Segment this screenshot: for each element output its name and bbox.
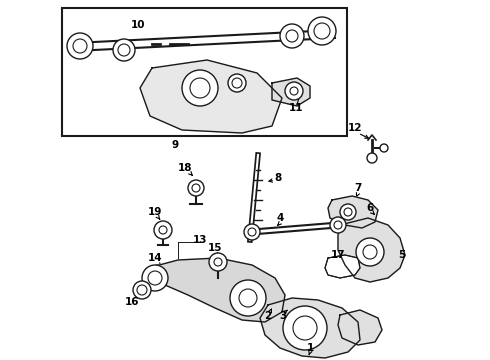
Text: 3: 3 [279,311,287,321]
Text: 8: 8 [274,173,282,183]
Circle shape [380,144,388,152]
Circle shape [159,226,167,234]
Circle shape [280,24,304,48]
Circle shape [356,238,384,266]
Text: 9: 9 [172,140,178,150]
Circle shape [314,23,330,39]
Circle shape [133,281,151,299]
Circle shape [330,217,346,233]
Circle shape [142,265,168,291]
Circle shape [239,289,257,307]
Text: 13: 13 [193,235,207,245]
Circle shape [230,280,266,316]
Circle shape [367,153,377,163]
Text: 14: 14 [147,253,162,263]
Text: 2: 2 [265,311,271,321]
Polygon shape [328,196,378,228]
Bar [62,8,347,136]
Circle shape [192,184,200,192]
Polygon shape [148,258,285,322]
Circle shape [363,245,377,259]
Circle shape [209,253,227,271]
Circle shape [67,33,93,59]
Polygon shape [325,255,360,278]
Text: 12: 12 [348,123,362,133]
Circle shape [232,78,242,88]
Circle shape [148,271,162,285]
Text: 17: 17 [331,250,345,260]
Text: 7: 7 [354,183,362,193]
Circle shape [214,258,222,266]
Circle shape [154,221,172,239]
Polygon shape [338,218,405,282]
Text: 19: 19 [148,207,162,217]
Circle shape [188,180,204,196]
Circle shape [228,74,246,92]
Text: 1: 1 [306,343,314,353]
Circle shape [113,39,135,61]
Circle shape [182,70,218,106]
Circle shape [344,208,352,216]
Text: 10: 10 [131,20,145,30]
Circle shape [293,316,317,340]
Text: 6: 6 [367,203,373,213]
Polygon shape [338,310,382,345]
Circle shape [334,221,342,229]
Circle shape [137,285,147,295]
Text: 5: 5 [398,250,406,260]
Text: 11: 11 [289,103,303,113]
Text: 18: 18 [178,163,192,173]
Circle shape [248,228,256,236]
Polygon shape [272,78,310,106]
Text: 15: 15 [208,243,222,253]
Text: 16: 16 [125,297,139,307]
Circle shape [340,204,356,220]
Polygon shape [140,60,282,133]
Circle shape [73,39,87,53]
Text: 4: 4 [276,213,284,223]
Circle shape [118,44,130,56]
Circle shape [286,30,298,42]
Circle shape [244,224,260,240]
Circle shape [283,306,327,350]
Circle shape [290,87,298,95]
Circle shape [308,17,336,45]
Circle shape [190,78,210,98]
Circle shape [285,82,303,100]
Polygon shape [260,298,360,358]
